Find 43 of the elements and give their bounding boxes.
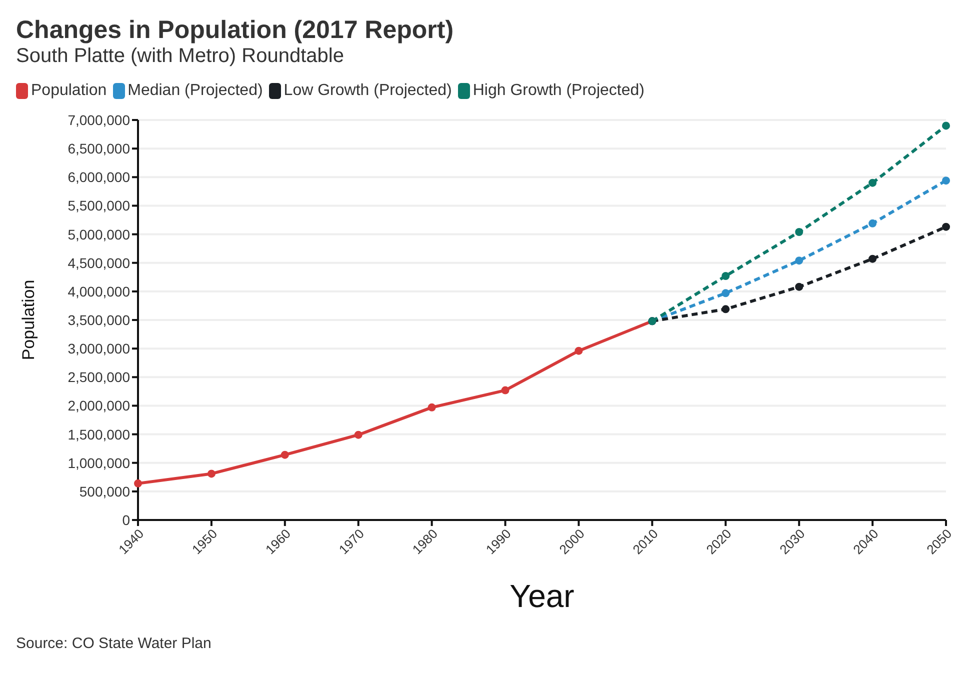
legend-label: High Growth (Projected) [472,82,644,100]
legend-label: Low Growth (Projected) [282,82,452,100]
point [942,176,950,185]
point [134,479,142,488]
point [795,228,804,236]
point [428,403,436,412]
y-tick-label: 1,000,000 [68,454,130,471]
y-tick-label: 4,000,000 [68,283,130,300]
point [722,289,730,298]
y-tick-label: 1,500,000 [68,426,130,442]
y-tick-label: 5,000,000 [68,226,130,242]
point [942,222,950,231]
y-tick-label: 0 [122,512,130,528]
y-tick-label: 500,000 [79,483,130,500]
point [354,430,362,439]
y-tick-label: 6,000,000 [68,169,130,186]
legend-label: Population [30,82,107,100]
y-tick-label: 4,500,000 [68,254,130,271]
point [574,346,583,355]
point [868,254,877,263]
x-axis-title: Year [508,578,576,615]
y-tick-label: 3,000,000 [68,340,130,357]
y-tick-label: 5,500,000 [68,198,130,214]
point [942,122,950,130]
point [501,386,510,394]
point [868,178,877,187]
chart-title: Changes in Population (2017 Report) [16,16,455,45]
point [722,305,730,314]
source-note: Source: CO State Water Plan [16,635,212,652]
point [868,219,877,228]
y-tick-label: 2,500,000 [68,369,130,386]
legend-label: Median (Projected) [126,82,263,100]
y-axis-title: Population [19,280,38,360]
point [722,272,730,280]
point [795,256,804,265]
point [795,282,804,291]
y-tick-label: 3,500,000 [68,312,130,328]
point [207,470,216,478]
y-tick-label: 6,500,000 [68,140,130,157]
y-tick-label: 2,000,000 [68,398,130,414]
point [280,450,289,459]
chart-subtitle: South Platte (with Metro) Roundtable [16,45,345,68]
y-tick-label: 7,000,000 [68,112,130,128]
